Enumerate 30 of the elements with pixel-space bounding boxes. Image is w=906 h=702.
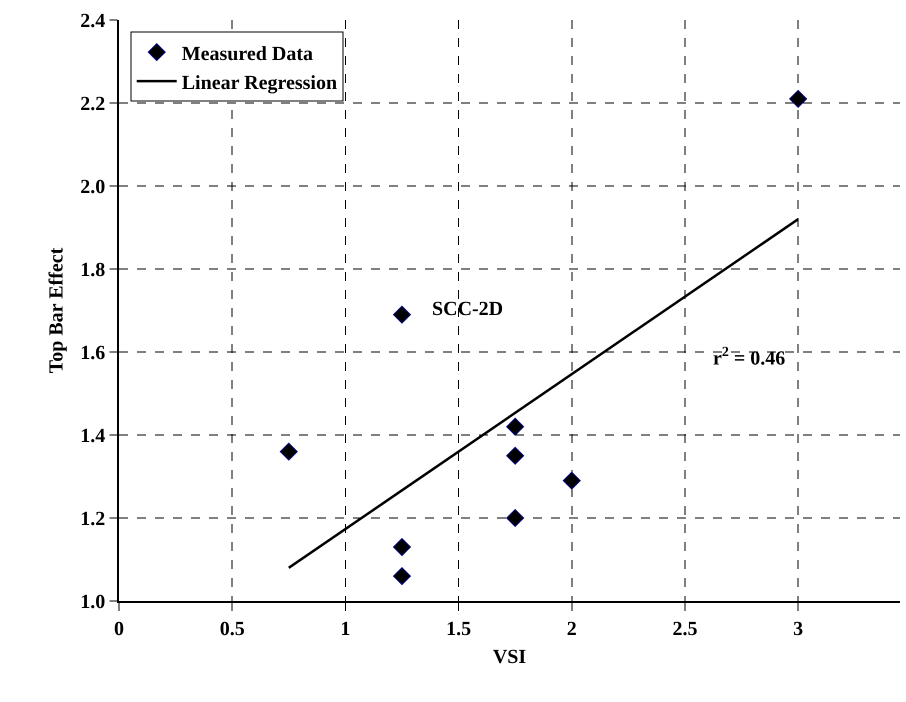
y-tick-label: 1.8 <box>80 259 106 281</box>
y-tick-label: 2.2 <box>80 93 106 115</box>
x-tick-label: 2 <box>566 618 577 640</box>
point <box>506 509 524 527</box>
legend-label: Linear Regression <box>182 72 338 94</box>
legend-label: Measured Data <box>182 42 313 65</box>
point <box>562 472 581 490</box>
annotation: SCC-2D <box>432 298 504 320</box>
y-axis-title: Top Bar Effect <box>45 247 68 374</box>
x-tick-label: 0 <box>114 618 124 640</box>
y-tick-label: 1.0 <box>80 591 106 613</box>
point <box>280 442 298 461</box>
annotation: r$^{2}$ = 0.46 <box>713 345 786 370</box>
point <box>506 418 524 436</box>
y-tick-label: 1.6 <box>80 342 106 364</box>
y-tick-label: 2.4 <box>80 10 106 32</box>
x-tick-label: 0.5 <box>220 618 245 640</box>
x-tick-label: 2.5 <box>672 618 698 640</box>
y-tick-label: 1.2 <box>80 508 106 530</box>
x-axis-title: VSI <box>492 646 526 668</box>
x-tick-label: 1 <box>340 618 350 640</box>
y-tick-label: 1.4 <box>80 425 106 447</box>
point <box>393 538 411 556</box>
y-tick-label: 2.0 <box>80 176 106 198</box>
point <box>393 306 411 324</box>
x-tick-label: 3 <box>793 618 804 640</box>
point <box>789 90 808 108</box>
point <box>393 567 411 586</box>
x-tick-label: 1.5 <box>446 618 472 640</box>
point <box>506 446 524 465</box>
